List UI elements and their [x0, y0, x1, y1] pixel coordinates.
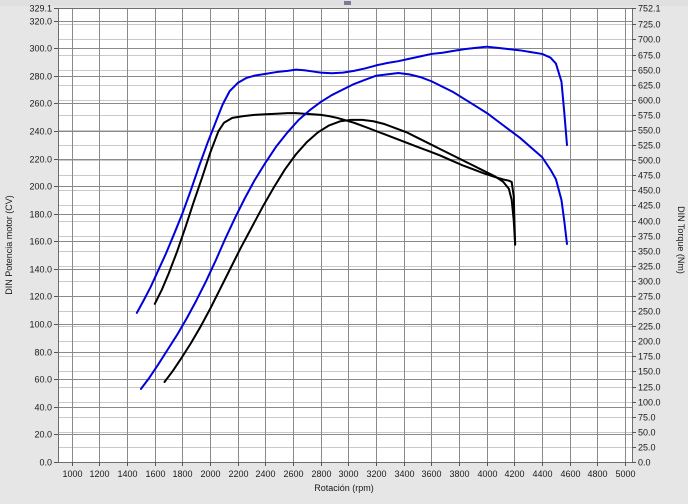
- tick-label-y-left: 0.0: [39, 458, 52, 468]
- tick-label-y-left: 60.0: [34, 375, 52, 385]
- tick-label-y-right: 225.0: [638, 322, 661, 332]
- series-line-2: [139, 71, 568, 390]
- tick-label-x: 1200: [89, 469, 109, 479]
- tick-label-x: 2600: [283, 469, 303, 479]
- tick-label-y-right: 550.0: [638, 126, 661, 136]
- tick-label-y-right: 100.0: [638, 398, 661, 408]
- tick-label-y-left: 260.0: [29, 99, 52, 109]
- tick-label-x: 2800: [311, 469, 331, 479]
- tick-label-y-right: 625.0: [638, 81, 661, 91]
- tick-label-x: 1600: [145, 469, 165, 479]
- tick-label-y-right: 725.0: [638, 20, 661, 30]
- tick-label-y-left: 80.0: [34, 348, 52, 358]
- tick-label-x: 2400: [255, 469, 275, 479]
- tick-label-x: 1400: [117, 469, 137, 479]
- tick-label-y-left: 160.0: [29, 237, 52, 247]
- tick-label-y-right: 25.0: [638, 443, 656, 453]
- tick-label-y-right: 250.0: [638, 307, 661, 317]
- tick-label-y-right: 675.0: [638, 51, 661, 61]
- tick-label-x: 3400: [394, 469, 414, 479]
- tick-label-y-right: 650.0: [638, 66, 661, 76]
- tick-label-y-right: 700.0: [638, 35, 661, 45]
- gridlines: [58, 8, 632, 462]
- tick-label-x: 1000: [62, 469, 82, 479]
- tick-label-x: 3800: [449, 469, 469, 479]
- tick-label-x: 4000: [477, 469, 497, 479]
- tick-label-y-right: 325.0: [638, 262, 661, 272]
- tick-label-y-left: 140.0: [29, 265, 52, 275]
- plot-area-background: [58, 8, 632, 462]
- tick-label-y-left: 100.0: [29, 320, 52, 330]
- tick-label-y-right: 575.0: [638, 111, 661, 121]
- tick-label-y-right: 500.0: [638, 156, 661, 166]
- tick-label-y-left: 120.0: [29, 292, 52, 302]
- tick-label-x: 4800: [587, 469, 607, 479]
- y-axis-title-left: DIN Potencia motor (CV): [4, 195, 14, 295]
- tick-label-y-right: 125.0: [638, 383, 661, 393]
- tick-label-y-right: 475.0: [638, 171, 661, 181]
- tick-label-x: 4200: [504, 469, 524, 479]
- tick-label-y-right: 425.0: [638, 201, 661, 211]
- tick-label-y-right: 752.1: [638, 4, 661, 14]
- tick-label-y-left: 300.0: [29, 44, 52, 54]
- tick-marks: [54, 8, 636, 466]
- window-top-nub: [344, 1, 351, 5]
- tick-label-y-left: 180.0: [29, 210, 52, 220]
- tick-label-x: 4600: [560, 469, 580, 479]
- tick-label-y-right: 600.0: [638, 96, 661, 106]
- tick-label-y-left: 280.0: [29, 72, 52, 82]
- tick-label-y-right: 200.0: [638, 337, 661, 347]
- tick-label-y-right: 300.0: [638, 277, 661, 287]
- tick-label-y-right: 175.0: [638, 352, 661, 362]
- tick-label-y-right: 0.0: [638, 458, 651, 468]
- tick-label-y-right: 375.0: [638, 232, 661, 242]
- tick-label-x: 2200: [228, 469, 248, 479]
- tick-label-y-left: 200.0: [29, 182, 52, 192]
- tick-label-x: 3600: [421, 469, 441, 479]
- tick-label-y-left: 329.1: [29, 4, 52, 14]
- x-axis-title: Rotación (rpm): [314, 483, 374, 493]
- tick-label-y-right: 400.0: [638, 217, 661, 227]
- tick-label-y-left: 20.0: [34, 430, 52, 440]
- series-line-1: [153, 112, 517, 305]
- tick-label-y-right: 50.0: [638, 428, 656, 438]
- series-group: [135, 45, 568, 390]
- tick-label-x: 5000: [615, 469, 635, 479]
- plot-rect: [58, 8, 632, 462]
- tick-label-y-right: 450.0: [638, 186, 661, 196]
- tick-label-y-right: 75.0: [638, 413, 656, 423]
- tick-label-y-left: 220.0: [29, 155, 52, 165]
- tick-label-y-left: 320.0: [29, 17, 52, 27]
- y-axis-title-right: DIN Torque (Nm): [676, 206, 686, 274]
- axis-lines: [58, 8, 633, 463]
- tick-label-y-right: 350.0: [638, 247, 661, 257]
- tick-label-y-right: 525.0: [638, 141, 661, 151]
- tick-labels: 0.0 20.0 40.0 60.0 80.0 100.0 120.0 140.0 160.0 1…: [29, 4, 660, 479]
- tick-label-x: 3200: [366, 469, 386, 479]
- tick-label-y-right: 150.0: [638, 367, 661, 377]
- tick-label-y-left: 40.0: [34, 403, 52, 413]
- tick-label-y-right: 275.0: [638, 292, 661, 302]
- tick-label-x: 3000: [338, 469, 358, 479]
- series-line-3: [163, 118, 517, 383]
- tick-label-y-left: 240.0: [29, 127, 52, 137]
- tick-label-x: 1800: [172, 469, 192, 479]
- tick-label-x: 4400: [532, 469, 552, 479]
- tick-label-x: 2000: [200, 469, 220, 479]
- series-line-0: [135, 45, 568, 314]
